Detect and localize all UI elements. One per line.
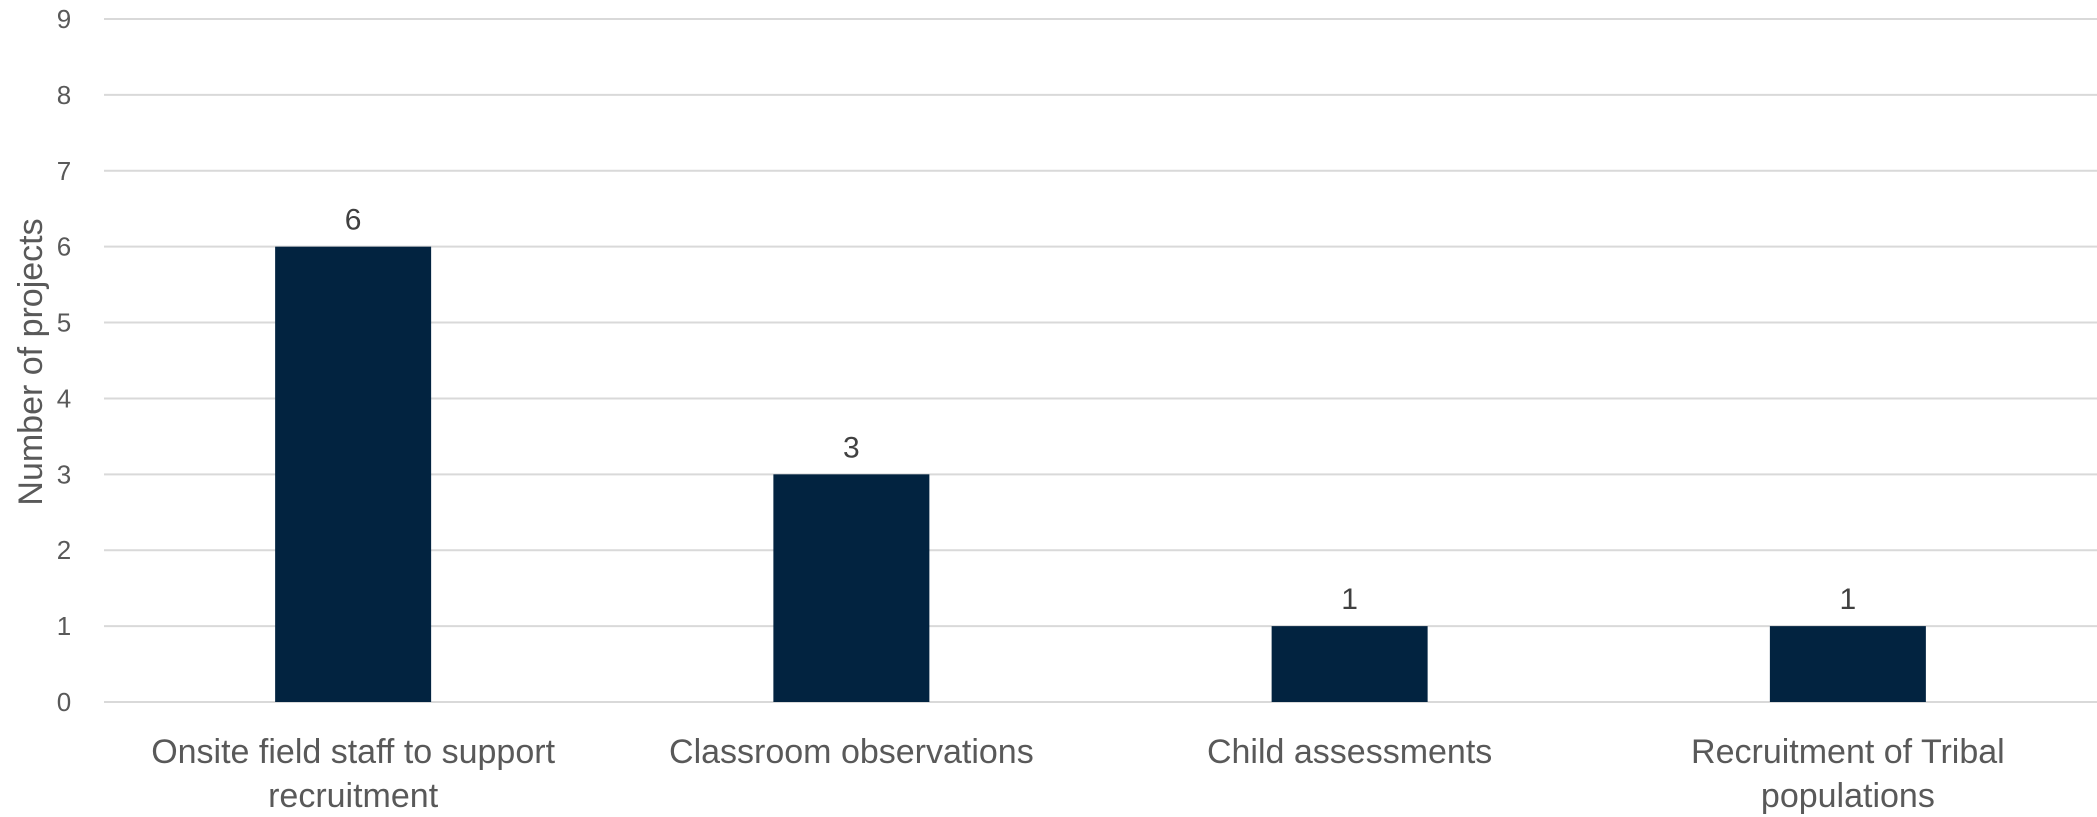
bar xyxy=(275,246,432,702)
x-category-label: Onsite field staff to support recruitment xyxy=(151,733,555,815)
y-tick-label: 9 xyxy=(57,4,71,34)
bar xyxy=(1769,626,1926,702)
y-tick-label: 1 xyxy=(57,611,71,641)
y-tick-label: 2 xyxy=(57,535,71,565)
x-axis-categories: Onsite field staff to support recruitment… xyxy=(151,733,2005,815)
y-axis-ticks: 0 1 2 3 4 5 6 7 8 9 xyxy=(57,4,71,717)
bars xyxy=(275,246,1926,702)
y-tick-label: 3 xyxy=(57,459,71,489)
y-tick-label: 0 xyxy=(57,687,71,717)
data-label: 3 xyxy=(843,431,860,464)
x-category-label: Classroom observations xyxy=(669,733,1034,771)
bar xyxy=(773,474,930,702)
x-category-label: Child assessments xyxy=(1207,733,1492,771)
y-tick-label: 4 xyxy=(57,383,71,413)
x-category-label: Recruitment of Tribal populations xyxy=(1691,733,2005,815)
y-tick-label: 5 xyxy=(57,308,71,338)
y-tick-label: 6 xyxy=(57,232,71,262)
data-label: 1 xyxy=(1840,583,1857,616)
bar xyxy=(1271,626,1428,702)
data-label: 6 xyxy=(345,204,362,237)
gridlines xyxy=(104,18,2097,703)
y-tick-label: 7 xyxy=(57,156,71,186)
y-axis-title: Number of projects xyxy=(12,218,50,505)
y-tick-label: 8 xyxy=(57,80,71,110)
data-labels: 6 3 1 1 xyxy=(345,204,1856,616)
data-label: 1 xyxy=(1341,583,1358,616)
